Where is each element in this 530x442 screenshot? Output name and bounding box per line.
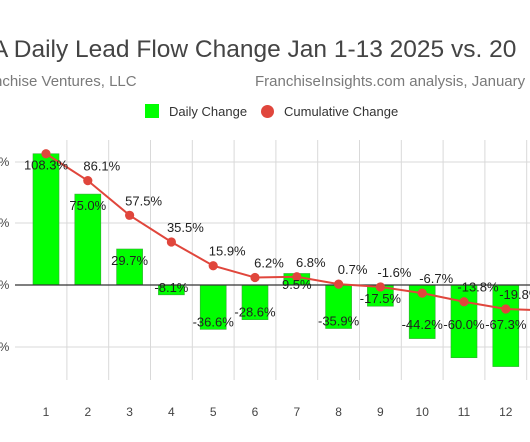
line-label-11: -13.8%	[457, 280, 499, 295]
cumulative-point-12[interactable]	[501, 304, 511, 314]
x-tick-label-9: 9	[377, 405, 384, 419]
bar-label-3: 29.7%	[111, 253, 148, 268]
line-label-6: 6.2%	[254, 255, 284, 270]
x-tick-label-7: 7	[293, 405, 300, 419]
cumulative-point-11[interactable]	[459, 297, 469, 307]
cumulative-point-10[interactable]	[417, 288, 427, 298]
legend-label-cumulative-change: Cumulative Change	[284, 103, 399, 119]
cumulative-point-3[interactable]	[125, 210, 135, 220]
bar-layer	[32, 153, 520, 367]
x-tick-label-11: 11	[458, 405, 471, 419]
line-label-4: 35.5%	[167, 220, 204, 235]
cumulative-point-7[interactable]	[292, 272, 302, 282]
bar-6[interactable]	[241, 284, 269, 320]
chart-title: A Daily Lead Flow Change Jan 1-13 2025 v…	[0, 36, 517, 63]
grid-layer	[15, 140, 530, 380]
x-tick-label-5: 5	[210, 405, 217, 419]
legend-swatch-line	[261, 104, 274, 118]
cumulative-point-1[interactable]	[41, 149, 51, 159]
bar-label-4: -8.1%	[154, 280, 188, 295]
legend-item-cumulative-change[interactable]: Cumulative Change	[261, 100, 398, 122]
bar-label-7: 9.5%	[282, 277, 312, 292]
bar-12[interactable]	[492, 284, 520, 367]
cumulative-point-2[interactable]	[83, 176, 93, 186]
chart-legend: Daily Change Cumulative Change	[0, 100, 530, 122]
x-tick-label-12: 12	[499, 405, 513, 419]
cumulative-point-6[interactable]	[250, 272, 260, 283]
cumulative-point-8[interactable]	[334, 279, 344, 289]
bar-label-8: -35.9%	[318, 314, 360, 329]
bar-label-9: -17.5%	[360, 291, 402, 306]
legend-swatch-bar	[145, 104, 159, 118]
line-label-10: -6.7%	[419, 271, 453, 286]
chart-subtitle-source: nchise Ventures, LLC	[0, 73, 137, 90]
y-tick-label-3: %	[0, 340, 10, 354]
x-tick-label-6: 6	[252, 405, 259, 419]
bar-label-5: -36.6%	[193, 314, 235, 329]
cumulative-point-9[interactable]	[375, 282, 385, 292]
bar-label-6: -28.6%	[234, 305, 276, 320]
bar-11[interactable]	[450, 284, 478, 359]
axis-layer: %%%%12345678910111213	[0, 155, 513, 419]
legend-item-daily-change[interactable]: Daily Change	[145, 100, 247, 122]
x-tick-label-3: 3	[126, 405, 133, 419]
y-tick-label-1: %	[0, 216, 10, 230]
cumulative-point-5[interactable]	[208, 261, 218, 271]
line-label-5: 15.9%	[209, 244, 246, 259]
line-label-3: 57.5%	[125, 193, 162, 208]
bar-label-1: 108.3%	[24, 158, 69, 173]
line-label-12: -19.8%	[499, 287, 530, 302]
line-label-2: 86.1%	[83, 159, 120, 174]
legend-label-daily-change: Daily Change	[169, 103, 248, 119]
line-label-9: -1.6%	[377, 265, 411, 280]
bar-8[interactable]	[325, 284, 352, 329]
x-tick-label-1: 1	[43, 405, 50, 419]
chart-subtitle-analysis: FranchiseInsights.com analysis, January …	[255, 73, 530, 90]
label-layer: 108.3% 75.0% 29.7% -8.1% -36.6%-28.6% 9.5% -35…	[24, 158, 530, 332]
x-tick-label-10: 10	[416, 405, 430, 419]
y-tick-label-0: %	[0, 155, 10, 169]
bar-5[interactable]	[199, 284, 227, 330]
bar-label-12: -67.3%	[485, 317, 527, 332]
x-tick-label-4: 4	[168, 405, 175, 419]
line-layer	[41, 149, 530, 314]
cumulative-point-4[interactable]	[166, 237, 176, 247]
bar-label-11: -60.0%	[443, 317, 485, 332]
x-tick-label-8: 8	[335, 405, 342, 419]
line-label-7: 6.8%	[296, 255, 326, 270]
y-tick-label-2: %	[0, 278, 10, 292]
line-label-8: 0.7%	[338, 262, 368, 277]
bar-1[interactable]	[32, 153, 60, 286]
x-tick-label-2: 2	[84, 405, 91, 419]
bar-label-10: -44.2%	[402, 317, 444, 332]
bar-label-2: 75.0%	[69, 198, 106, 213]
